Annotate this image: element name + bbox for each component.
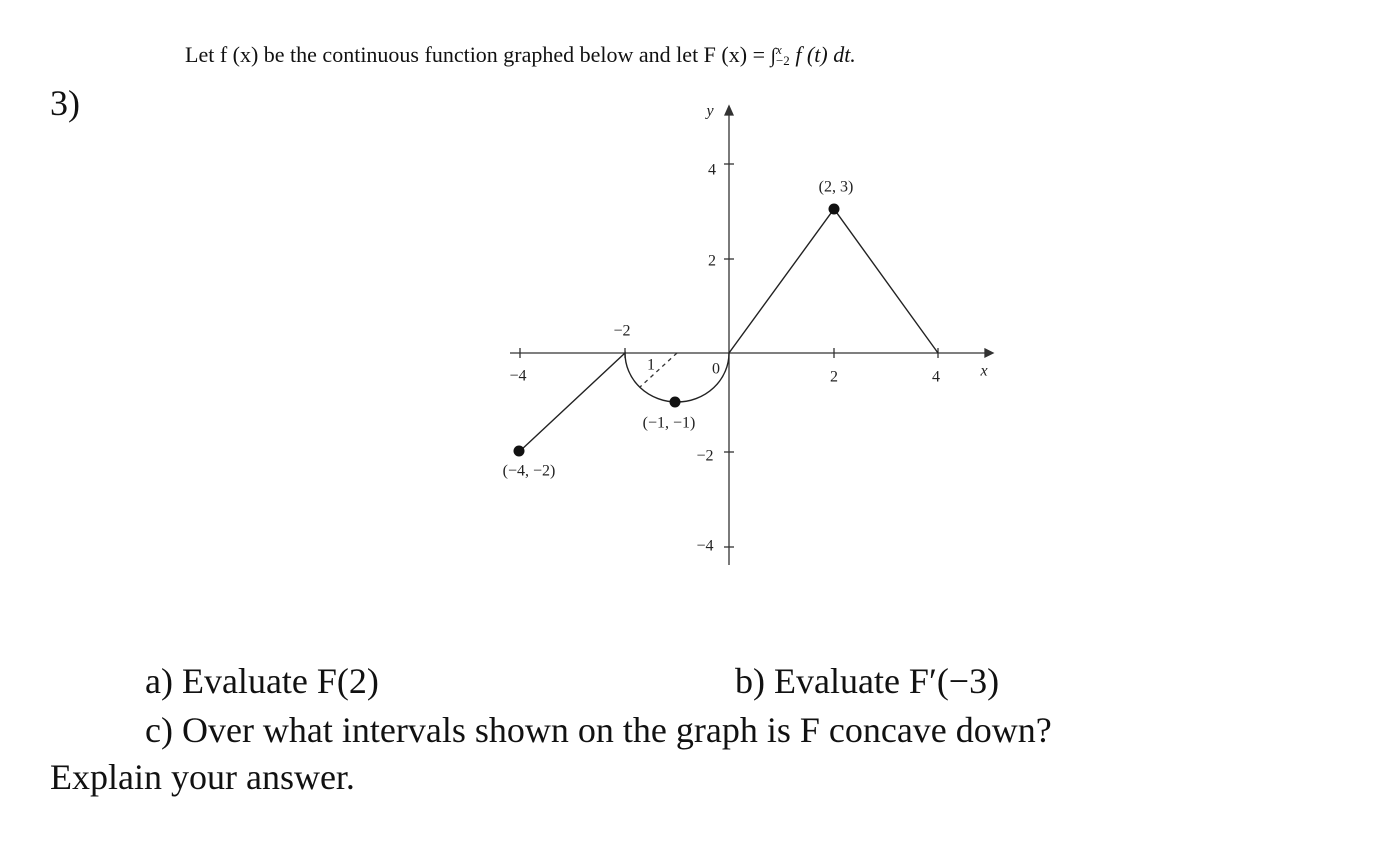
x-axis-label: x <box>979 363 987 380</box>
upper-limit: x <box>775 41 782 57</box>
question-a: a) Evaluate F(2) <box>145 661 379 701</box>
intro: Let f (x) be the continuous function gra… <box>185 42 856 68</box>
radius <box>639 352 678 388</box>
question-c-continued: Explain your answer. <box>50 757 355 797</box>
x-arrow <box>984 347 995 359</box>
integrand: f (t) dt. <box>795 42 856 67</box>
y-tick-label: 4 <box>708 162 716 179</box>
point-label: (2, 3) <box>819 179 854 196</box>
problem-number: 3) <box>50 83 80 123</box>
intro-text: Let f (x) be the continuous function gra… <box>185 42 765 67</box>
point-label: (−1, −1) <box>643 415 696 432</box>
point <box>513 445 525 457</box>
x-tick-label: 2 <box>830 369 838 386</box>
origin-label: 0 <box>712 361 720 378</box>
y-arrow <box>723 104 735 116</box>
x-tick-label: 4 <box>932 369 940 386</box>
y-tick-label: −2 <box>696 448 713 465</box>
x-tick-label: −4 <box>509 368 526 385</box>
point <box>669 396 681 408</box>
question-c: c) Over what intervals shown on the grap… <box>145 710 1052 750</box>
limits: x −2 <box>775 41 790 68</box>
x-tick-label: −2 <box>613 323 630 340</box>
question-b: b) Evaluate F′(−3) <box>735 661 1000 701</box>
y-tick-label: −4 <box>696 538 713 555</box>
point <box>828 203 840 215</box>
integral-sign: ∫ <box>770 45 776 67</box>
radius-label: 1 <box>647 357 655 374</box>
y-tick-label: 2 <box>708 253 716 270</box>
graph: y x −4 −2 2 4 4 2 −2 −4 0 1 (2, 3) (−1, … <box>503 103 995 565</box>
y-axis-label: y <box>704 103 714 120</box>
lower-limit: −2 <box>775 52 790 68</box>
point-label: (−4, −2) <box>503 463 556 480</box>
